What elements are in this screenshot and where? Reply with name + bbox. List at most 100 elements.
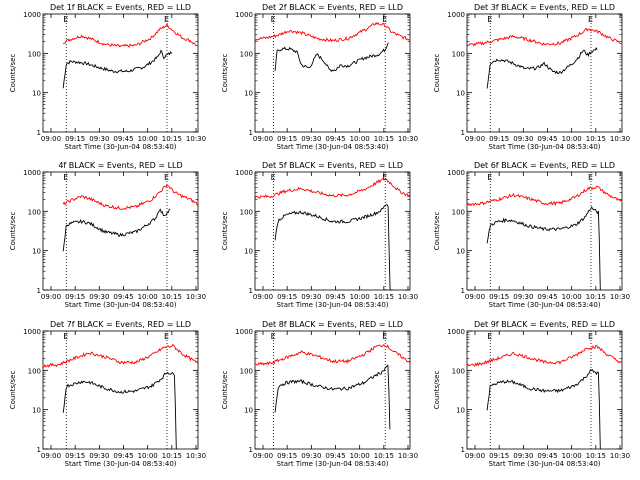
events-rate-line [486,368,601,450]
y-tick-label: 10 [456,248,465,256]
x-tick-label: 09:45 [113,293,133,301]
x-tick-label: 09:15 [489,293,509,301]
x-tick-label: 09:15 [277,135,297,143]
events-rate-line [62,49,173,89]
x-tick-label: 10:00 [138,293,158,301]
x-axis-label: Start Time (30-Jun-04 08:53:40) [277,143,389,151]
event-marker-start-label: E [63,173,68,182]
x-tick-label: 09:00 [465,293,485,301]
y-tick-label: 1 [37,287,41,295]
x-tick-label: 09:00 [253,452,273,460]
x-tick-label: 09:45 [113,452,133,460]
chart-title: Det 8f BLACK = Events, RED = LLD [262,320,403,329]
lld-rate-line [42,343,199,368]
lld-rate-line [254,21,411,43]
x-axis-label: Start Time (30-Jun-04 08:53:40) [65,460,177,468]
y-axis-label: Counts/sec [433,54,441,93]
chart-title: 4f BLACK = Events, RED = LLD [58,161,182,170]
x-tick-label: 10:00 [138,452,158,460]
y-axis-label: Counts/sec [221,54,229,93]
y-tick-label: 1000 [23,11,41,19]
events-rate-line [62,371,177,450]
lld-rate-line [466,185,623,207]
lld-rate-line [466,344,623,367]
x-tick-label: 10:30 [398,452,418,460]
event-marker-end-label: E [382,173,387,182]
y-axis-label: Counts/sec [221,212,229,251]
x-tick-label: 10:30 [610,452,630,460]
x-tick-label: 10:00 [562,452,582,460]
chart-title: Det 3f BLACK = Events, RED = LLD [474,3,615,12]
event-marker-end-label: E [164,173,169,182]
x-tick-label: 10:30 [186,293,206,301]
plot-frame [254,171,411,291]
x-tick-label: 09:30 [301,452,321,460]
x-tick-label: 09:45 [537,452,557,460]
y-tick-label: 100 [240,208,253,216]
x-tick-label: 09:30 [89,135,109,143]
chart-title: Det 5f BLACK = Events, RED = LLD [262,161,403,170]
y-tick-label: 10 [244,407,253,415]
y-tick-label: 1 [461,129,465,137]
y-tick-label: 10 [456,90,465,98]
y-axis-label: Counts/sec [9,212,17,251]
y-tick-label: 1000 [447,169,465,177]
x-tick-label: 10:00 [350,293,370,301]
x-tick-label: 09:30 [301,135,321,143]
chart-title: Det 2f BLACK = Events, RED = LLD [262,3,403,12]
x-axis-label: Start Time (30-Jun-04 08:53:40) [489,301,601,309]
y-tick-label: 10 [244,90,253,98]
x-tick-label: 09:00 [465,135,485,143]
chart-panel-4: 4f BLACK = Events, RED = LLD 1 10 100 1000 09… [9,161,206,309]
lld-rate-line [62,183,199,210]
x-tick-label: 09:15 [277,293,297,301]
y-tick-label: 100 [28,50,41,58]
event-marker-end-label: E [588,15,593,24]
y-tick-label: 10 [244,248,253,256]
events-rate-line [486,46,598,89]
lld-rate-line [62,22,199,48]
x-tick-label: 10:30 [610,135,630,143]
lld-rate-line [254,177,411,200]
x-tick-label: 10:00 [562,293,582,301]
y-tick-label: 100 [452,208,465,216]
y-tick-label: 100 [240,367,253,375]
x-tick-label: 10:15 [374,135,394,143]
plot-frame [466,13,623,133]
plot-frame [466,171,623,291]
x-tick-label: 09:15 [65,293,85,301]
y-tick-label: 1 [37,446,41,454]
event-marker-end-label: E [588,173,593,182]
plot-frame [42,13,199,133]
x-tick-label: 09:00 [253,293,273,301]
event-marker-start-label: E [271,15,276,24]
x-tick-label: 09:00 [41,452,61,460]
y-axis-label: Counts/sec [433,212,441,251]
chart-panel-1: Det 1f BLACK = Events, RED = LLD 1 10 100 10… [9,3,206,151]
x-tick-label: 09:15 [277,452,297,460]
events-rate-line [486,206,601,291]
y-axis-label: Counts/sec [9,54,17,93]
x-tick-label: 09:45 [325,135,345,143]
event-marker-start-label: E [487,173,492,182]
x-tick-label: 10:15 [162,293,182,301]
event-marker-start-label: E [271,332,276,341]
x-tick-label: 09:30 [89,452,109,460]
x-tick-label: 09:30 [89,293,109,301]
chart-panel-5: Det 5f BLACK = Events, RED = LLD 1 10 100 10… [221,161,418,309]
event-marker-end-label: E [382,15,387,24]
x-tick-label: 09:45 [113,135,133,143]
events-rate-line [274,204,393,291]
x-tick-label: 10:15 [162,452,182,460]
x-tick-label: 10:00 [350,135,370,143]
chart-title: Det 7f BLACK = Events, RED = LLD [50,320,191,329]
x-tick-label: 09:30 [513,452,533,460]
y-tick-label: 1000 [23,169,41,177]
y-tick-label: 1000 [447,328,465,336]
event-marker-end-label: E [382,332,387,341]
x-tick-label: 10:30 [610,293,630,301]
x-tick-label: 09:30 [513,135,533,143]
plot-frame [254,330,411,450]
y-tick-label: 1000 [235,169,253,177]
